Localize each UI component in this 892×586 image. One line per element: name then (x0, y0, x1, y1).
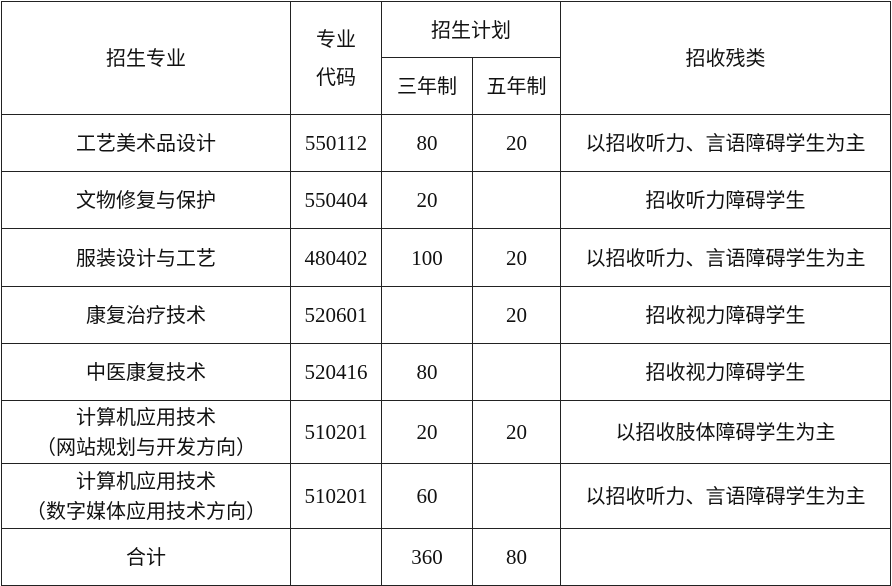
header-subrow: 三年制 五年制 (2, 57, 891, 115)
cell-major: 康复治疗技术 (1, 286, 291, 344)
cell-major-name: 计算机应用技术 (76, 469, 216, 493)
cell-major: 中医康复技术 (1, 343, 291, 401)
cell-major-name: 计算机应用技术 (76, 405, 216, 429)
cell-code: 550404 (290, 171, 382, 229)
table-row: 工艺美术品设计 550112 80 20 以招收听力、言语障碍学生为主 (1, 114, 891, 172)
cell-five-year: 20 (472, 114, 561, 172)
cell-code: 520601 (290, 286, 382, 344)
cell-major: 服装设计与工艺 (1, 228, 291, 287)
cell-three-year: 60 (381, 463, 473, 529)
table-row: 康复治疗技术 520601 20 招收视力障碍学生 (1, 286, 891, 344)
cell-major-direction: （数字媒体应用技术方向） (26, 499, 266, 523)
header-code: 专业 代码 (290, 1, 382, 115)
cell-disability: 以招收听力、言语障碍学生为主 (560, 114, 891, 172)
cell-three-year: 20 (381, 400, 473, 464)
cell-disability: 招收视力障碍学生 (560, 286, 891, 344)
cell-major-direction: （网站规划与开发方向） (36, 435, 256, 459)
header-three-year: 三年制 (381, 57, 473, 115)
header-five-year: 五年制 (472, 57, 561, 115)
cell-disability: 以招收肢体障碍学生为主 (560, 400, 891, 464)
total-disability (560, 528, 891, 586)
header-code-line2: 代码 (316, 65, 356, 89)
header-plan: 招生计划 (381, 1, 561, 58)
cell-disability: 以招收听力、言语障碍学生为主 (560, 463, 891, 529)
cell-major: 工艺美术品设计 (1, 114, 291, 172)
header-major: 招生专业 (1, 1, 291, 115)
cell-five-year: 20 (472, 400, 561, 464)
cell-code: 510201 (290, 400, 382, 464)
cell-disability: 招收听力障碍学生 (560, 171, 891, 229)
cell-major: 计算机应用技术 （数字媒体应用技术方向） (1, 463, 291, 529)
total-three-year: 360 (381, 528, 473, 586)
table-row: 计算机应用技术 （数字媒体应用技术方向） 510201 60 以招收听力、言语障碍… (1, 463, 891, 529)
table-row: 中医康复技术 520416 80 招收视力障碍学生 (1, 343, 891, 401)
header-code-line1: 专业 (316, 27, 356, 51)
table-row: 文物修复与保护 550404 20 招收听力障碍学生 (1, 171, 891, 229)
total-code (290, 528, 382, 586)
cell-three-year: 20 (381, 171, 473, 229)
table-row: 服装设计与工艺 480402 100 20 以招收听力、言语障碍学生为主 (1, 228, 891, 287)
table-row: 计算机应用技术 （网站规划与开发方向） 510201 20 20 以招收肢体障碍学… (1, 400, 891, 464)
cell-five-year (472, 171, 561, 229)
header-disability: 招收残类 (560, 1, 891, 115)
cell-major: 文物修复与保护 (1, 171, 291, 229)
total-row: 合计 360 80 (1, 528, 891, 586)
cell-code: 520416 (290, 343, 382, 401)
cell-five-year (472, 463, 561, 529)
cell-three-year: 80 (381, 343, 473, 401)
total-label: 合计 (1, 528, 291, 586)
header-row: 招生专业 专业代码 招生计划 招收残类 (1, 1, 891, 115)
cell-five-year: 20 (472, 228, 561, 287)
cell-code: 480402 (290, 228, 382, 287)
cell-three-year (381, 286, 473, 344)
cell-five-year: 20 (472, 286, 561, 344)
cell-three-year: 100 (381, 228, 473, 287)
cell-code: 510201 (290, 463, 382, 529)
cell-code: 550112 (290, 114, 382, 172)
cell-major: 计算机应用技术 （网站规划与开发方向） (1, 400, 291, 464)
cell-three-year: 80 (381, 114, 473, 172)
cell-five-year (472, 343, 561, 401)
total-five-year: 80 (472, 528, 561, 586)
cell-disability: 招收视力障碍学生 (560, 343, 891, 401)
cell-disability: 以招收听力、言语障碍学生为主 (560, 228, 891, 287)
